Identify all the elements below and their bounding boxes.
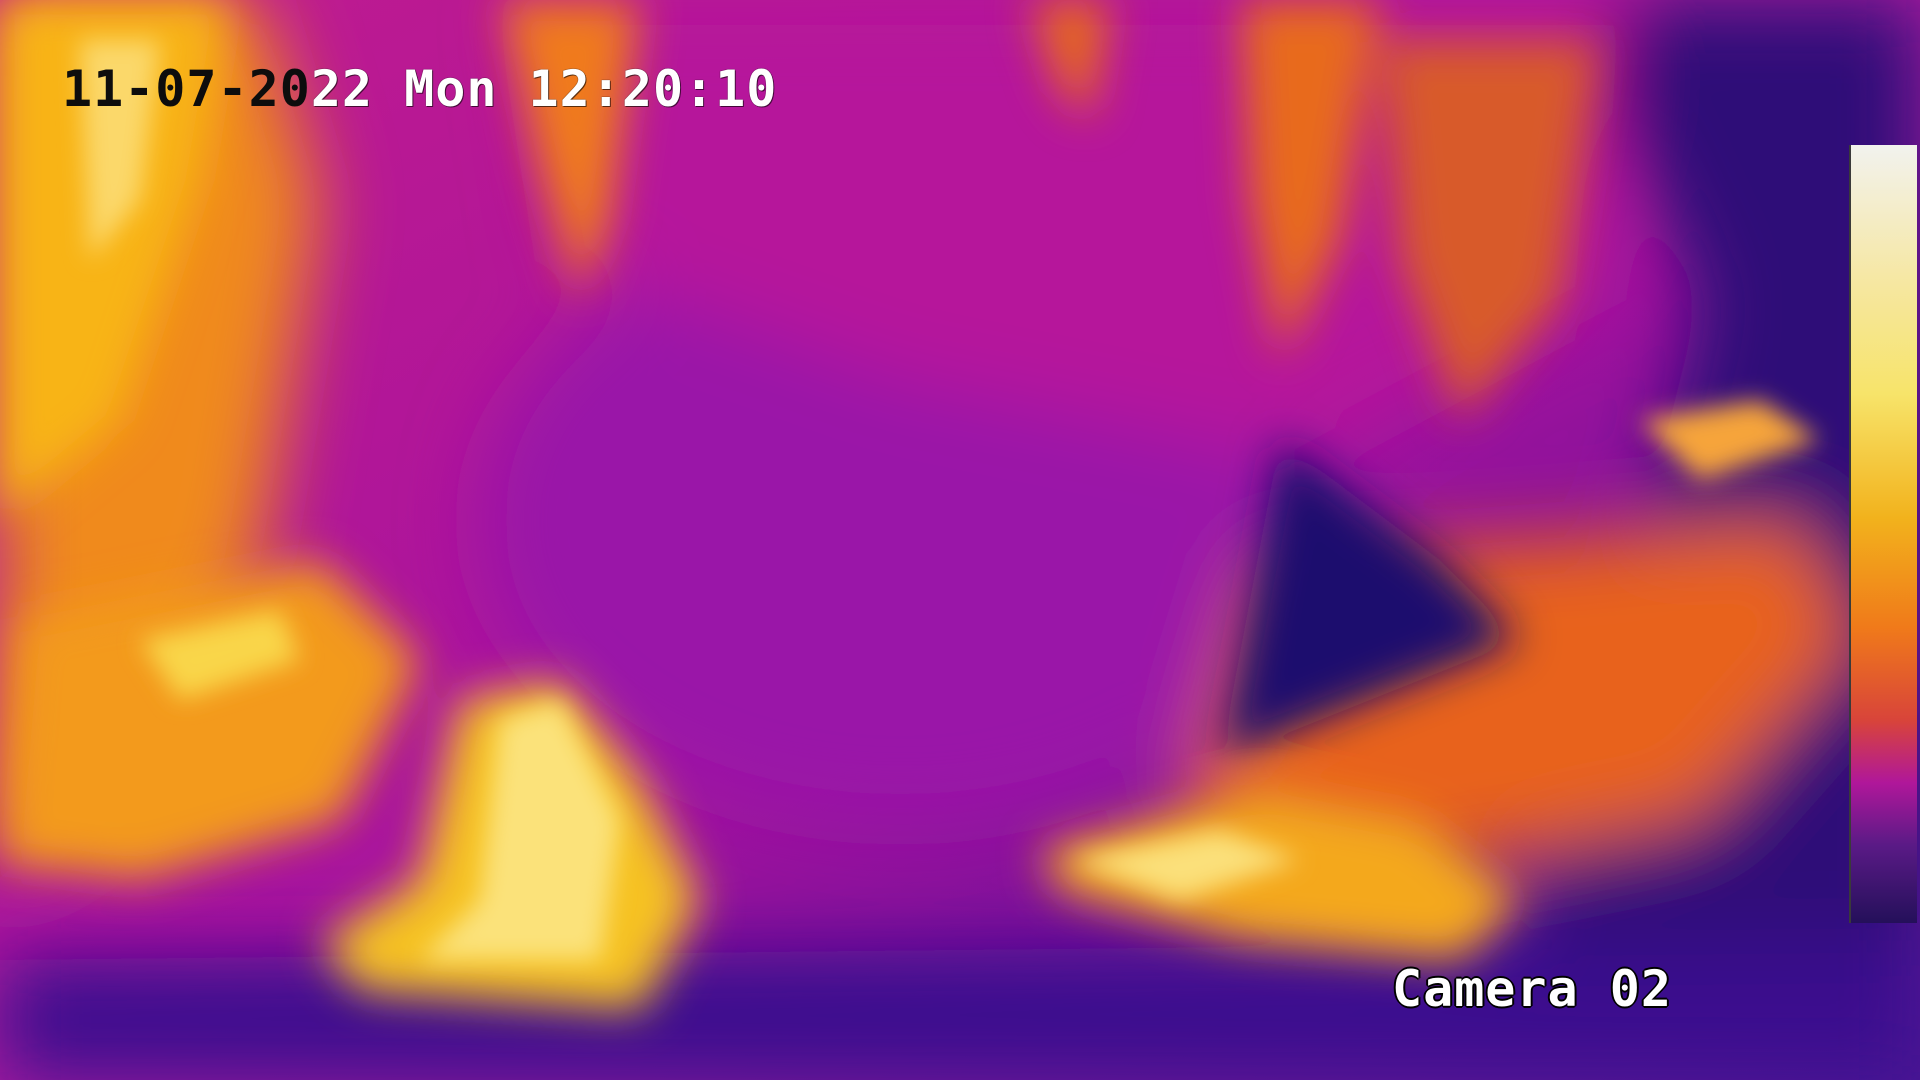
camera-label: Camera 02 [1392, 960, 1672, 1018]
timestamp-part-dark: 11-07-20 [62, 60, 311, 118]
timestamp-part-light: 22 Mon 12:20:10 [310, 60, 778, 118]
timestamp-overlay: 11-07-2022 Mon 12:20:10 [62, 64, 777, 114]
temperature-palette-bar [1849, 145, 1917, 923]
